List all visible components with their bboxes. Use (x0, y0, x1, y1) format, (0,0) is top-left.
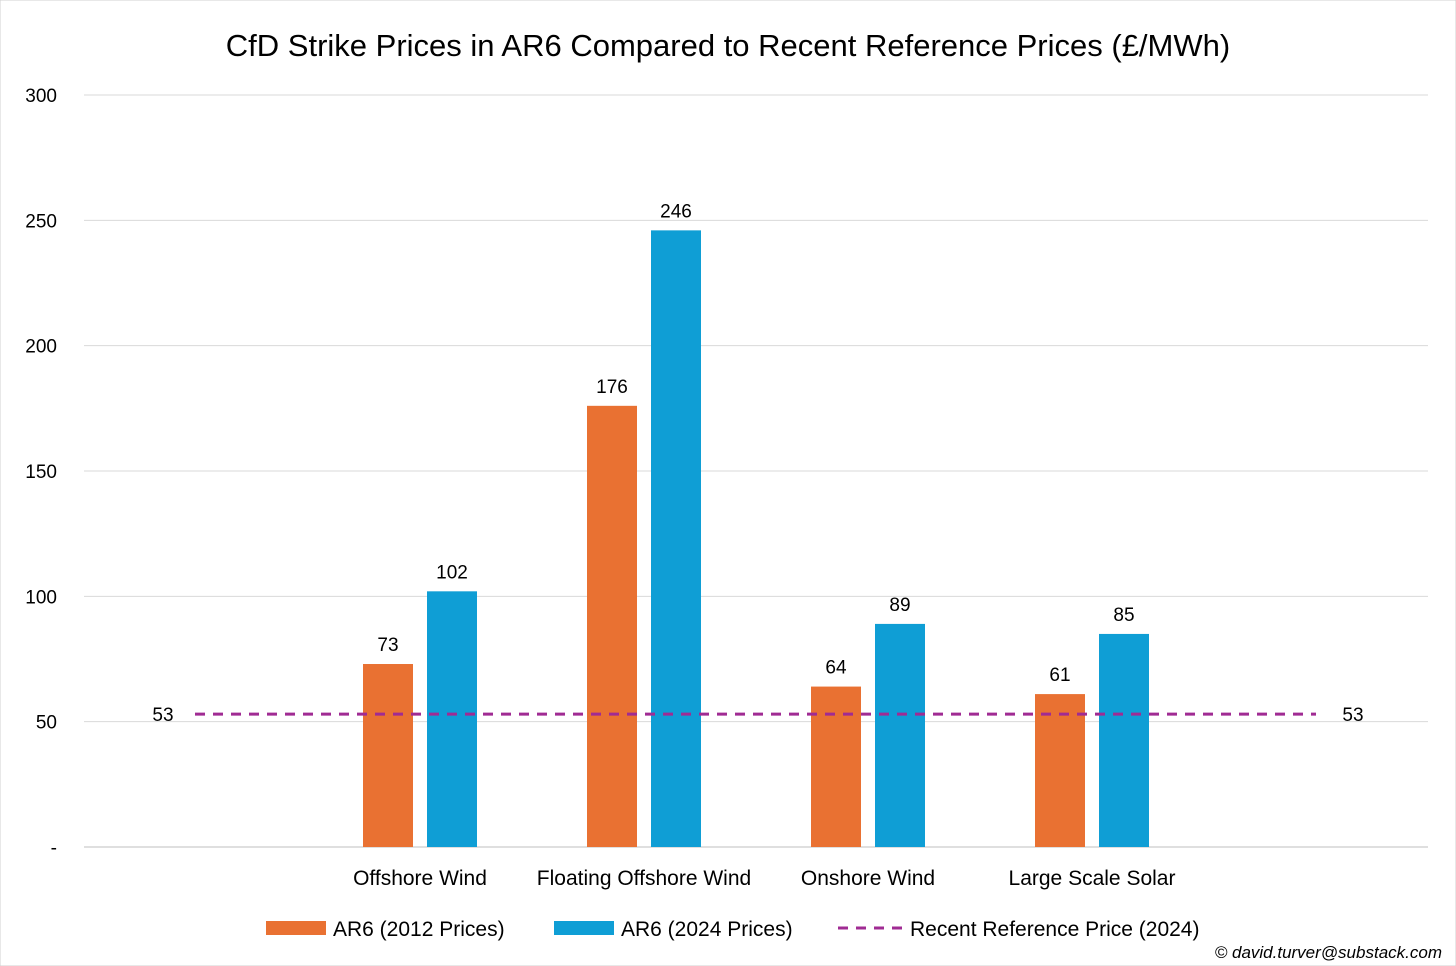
data-label: 102 (436, 562, 468, 583)
bars: 73 102 176 246 64 89 61 85 (363, 201, 1149, 848)
bar (875, 623, 925, 847)
x-tick-label: Floating Offshore Wind (537, 867, 751, 890)
reference-label-left: 53 (152, 705, 173, 726)
x-tick-label: Large Scale Solar (1009, 867, 1176, 890)
legend: AR6 (2012 Prices) AR6 (2024 Prices) Recent… (266, 918, 1199, 941)
y-tick-label: - (51, 838, 57, 859)
bar (363, 664, 413, 847)
legend-label: AR6 (2012 Prices) (333, 918, 505, 941)
data-label: 61 (1049, 665, 1070, 686)
reference-line-group: 53 53 (152, 705, 1363, 726)
y-axis-ticks: - 50 100 150 200 250 300 (25, 86, 57, 859)
x-tick-label: Offshore Wind (353, 867, 487, 890)
legend-swatch (266, 921, 326, 935)
gridlines (84, 94, 1428, 848)
legend-label: AR6 (2024 Prices) (621, 918, 793, 941)
y-tick-label: 150 (25, 462, 57, 483)
data-label: 85 (1113, 605, 1134, 626)
data-label: 89 (889, 595, 910, 616)
bar (651, 230, 701, 848)
x-tick-label: Onshore Wind (801, 867, 935, 890)
bar (587, 405, 637, 847)
credit-text: © david.turver@substack.com (1215, 943, 1442, 962)
data-label: 176 (596, 377, 628, 398)
chart-title: CfD Strike Prices in AR6 Compared to Rec… (226, 28, 1230, 63)
data-label: 64 (825, 658, 847, 679)
category-labels: Offshore Wind Floating Offshore Wind Onsho… (353, 867, 1175, 890)
y-tick-label: 100 (25, 587, 57, 608)
data-label: 73 (377, 635, 398, 656)
reference-label-right: 53 (1342, 705, 1363, 726)
y-tick-label: 250 (25, 211, 57, 232)
bar (1099, 633, 1149, 847)
y-tick-label: 200 (25, 337, 57, 358)
y-tick-label: 50 (36, 713, 57, 734)
data-label: 246 (660, 201, 692, 222)
bar (427, 591, 477, 847)
y-tick-label: 300 (25, 86, 57, 107)
legend-swatch (554, 921, 614, 935)
bar (811, 686, 861, 847)
bar (1035, 694, 1085, 847)
legend-label: Recent Reference Price (2024) (910, 918, 1199, 941)
